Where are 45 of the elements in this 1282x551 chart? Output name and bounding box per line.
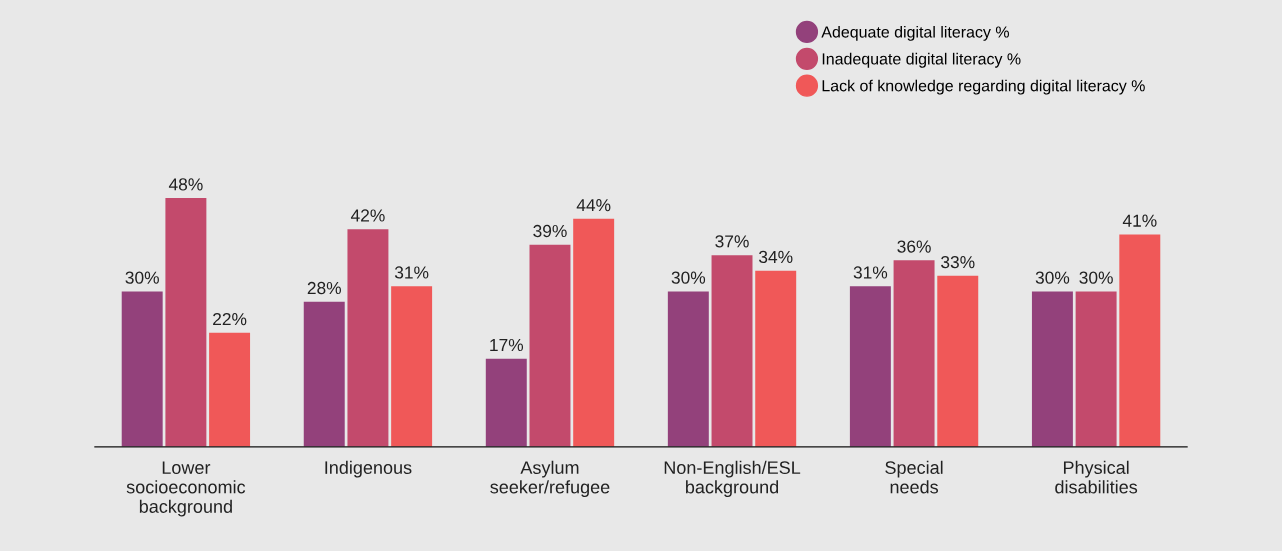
- data-label: 28%: [307, 281, 341, 295]
- x-tick-label: Asylum seeker/refugee: [490, 460, 610, 498]
- x-tick-label: Non-English/ESL background: [664, 460, 801, 498]
- bar: [937, 275, 979, 447]
- bar: [303, 301, 345, 447]
- bar: [485, 358, 527, 447]
- bar: [391, 286, 433, 447]
- x-tick-label: Lower socioeconomic background: [126, 461, 246, 517]
- bar: [849, 286, 891, 447]
- legend-label: Adequate digital literacy %: [821, 25, 1009, 41]
- data-label: 42%: [350, 209, 385, 222]
- data-label: 37%: [715, 235, 749, 248]
- bar: [755, 270, 797, 447]
- bar: [121, 291, 163, 447]
- data-label: 44%: [576, 199, 611, 212]
- bar: [711, 255, 753, 447]
- data-label: 31%: [394, 266, 429, 279]
- bar: [1075, 291, 1117, 447]
- bar: [667, 291, 709, 447]
- data-label: 30%: [671, 271, 706, 284]
- bar: [573, 218, 615, 447]
- bar: [165, 198, 207, 447]
- data-label: 30%: [1079, 271, 1113, 284]
- data-label: 36%: [897, 240, 931, 253]
- data-label: 22%: [213, 312, 247, 326]
- data-label: 39%: [533, 224, 567, 238]
- x-tick-label: Special needs: [885, 460, 943, 494]
- data-label: 30%: [125, 271, 159, 284]
- data-label: 41%: [1122, 214, 1157, 227]
- bar: [209, 332, 251, 447]
- data-label: 17%: [490, 338, 524, 352]
- bar: [893, 260, 935, 447]
- data-label: 33%: [941, 255, 975, 269]
- legend-label: Inadequate digital literacy %: [822, 52, 1021, 68]
- x-tick-label: Indigenous: [325, 460, 412, 478]
- bar: [1031, 291, 1073, 447]
- data-label: 31%: [853, 266, 888, 279]
- data-label: 48%: [168, 178, 203, 191]
- bar: [347, 229, 389, 447]
- data-label: 34%: [759, 250, 793, 264]
- legend-label: Lack of knowledge regarding digital literacy %: [822, 79, 1145, 95]
- x-tick-label: Physical disabilities: [1055, 460, 1138, 494]
- bar: [529, 244, 571, 447]
- data-label: 30%: [1035, 271, 1070, 284]
- bar: [1119, 234, 1161, 447]
